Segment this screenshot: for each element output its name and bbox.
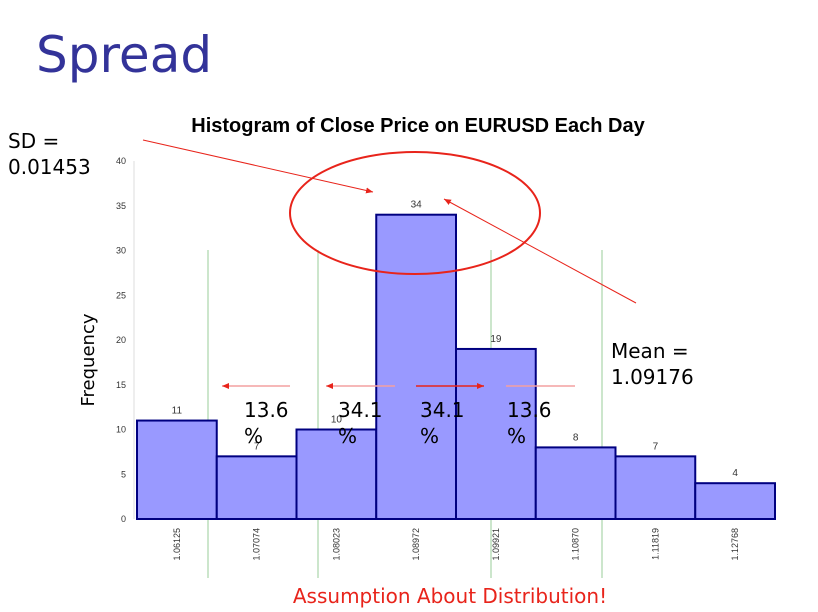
slide-title: Spread bbox=[36, 26, 213, 84]
chart-title: Histogram of Close Price on EURUSD Each … bbox=[191, 115, 645, 137]
x-tick-label-6: 1.11819 bbox=[650, 528, 660, 560]
highlight-ellipse bbox=[289, 151, 541, 275]
percent-label-minus1sd: 34.1 % bbox=[338, 398, 383, 448]
bar-7 bbox=[694, 482, 776, 521]
y-tick-label-8: 40 bbox=[116, 156, 126, 166]
y-tick-label-0: 0 bbox=[121, 514, 126, 524]
bar-value-label-5: 8 bbox=[573, 432, 579, 443]
y-tick-label-2: 10 bbox=[116, 425, 126, 435]
footer-note: Assumption About Distribution! bbox=[292, 584, 608, 608]
bar-value-label-2: 10 bbox=[331, 415, 343, 426]
bars-group bbox=[136, 213, 776, 521]
sd-annotation: SD = 0.01453 bbox=[8, 129, 91, 179]
bar-5 bbox=[534, 446, 617, 520]
y-tick-label-3: 15 bbox=[116, 380, 126, 390]
x-tick-label-4: 1.09921 bbox=[491, 528, 501, 561]
y-tick-label-1: 5 bbox=[121, 469, 126, 479]
percent-label-plus2sd: 13.6 % bbox=[507, 398, 552, 448]
bar-value-label-3: 34 bbox=[411, 200, 423, 211]
bar-value-label-4: 19 bbox=[490, 334, 502, 345]
bar-3 bbox=[375, 213, 457, 520]
percent-label-plus1sd: 34.1 % bbox=[420, 398, 465, 448]
bar-value-label-1: 7 bbox=[254, 441, 260, 452]
bar-value-label-7: 4 bbox=[732, 468, 738, 479]
bar-1 bbox=[215, 455, 298, 521]
bar-value-labels: 11 7 10 34 19 8 7 4 bbox=[172, 200, 739, 480]
bar-6 bbox=[614, 455, 697, 521]
mean-pointer-arrow bbox=[443, 198, 637, 304]
y-axis-ticks: 0 5 10 15 20 25 30 35 40 bbox=[116, 156, 135, 524]
bar-value-label-0: 11 bbox=[172, 406, 183, 417]
x-tick-label-3: 1.08972 bbox=[411, 528, 421, 561]
y-tick-label-6: 30 bbox=[116, 246, 126, 256]
bar-0 bbox=[136, 419, 218, 520]
bar-value-label-6: 7 bbox=[653, 441, 659, 452]
y-tick-label-5: 25 bbox=[116, 290, 126, 300]
x-tick-label-0: 1.06125 bbox=[172, 528, 182, 561]
x-tick-label-1: 1.07074 bbox=[252, 528, 262, 561]
x-tick-label-2: 1.08023 bbox=[331, 528, 341, 561]
y-axis-label: Frequency bbox=[78, 313, 99, 406]
sd-pointer-arrow bbox=[142, 139, 374, 194]
x-axis-ticks: 1.06125 1.07074 1.08023 1.08972 1.09921 1.108… bbox=[172, 528, 740, 561]
y-tick-label-4: 20 bbox=[116, 335, 126, 345]
x-tick-label-5: 1.10870 bbox=[571, 528, 581, 561]
y-tick-label-7: 35 bbox=[116, 201, 126, 211]
mean-annotation: Mean = 1.09176 bbox=[611, 339, 694, 389]
x-tick-label-7: 1.12768 bbox=[730, 528, 740, 561]
bar-4 bbox=[455, 347, 537, 521]
percent-label-minus2sd: 13.6 % bbox=[244, 398, 289, 448]
annotations bbox=[142, 139, 637, 389]
